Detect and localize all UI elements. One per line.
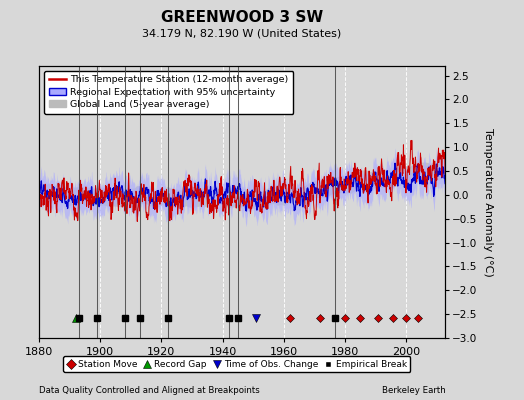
- Text: GREENWOOD 3 SW: GREENWOOD 3 SW: [161, 10, 323, 25]
- Text: Berkeley Earth: Berkeley Earth: [381, 386, 445, 395]
- Legend: This Temperature Station (12-month average), Regional Expectation with 95% uncer: This Temperature Station (12-month avera…: [44, 71, 293, 114]
- Text: Data Quality Controlled and Aligned at Breakpoints: Data Quality Controlled and Aligned at B…: [39, 386, 260, 395]
- Legend: Station Move, Record Gap, Time of Obs. Change, Empirical Break: Station Move, Record Gap, Time of Obs. C…: [63, 356, 410, 372]
- Y-axis label: Temperature Anomaly (°C): Temperature Anomaly (°C): [483, 128, 493, 276]
- Text: 34.179 N, 82.190 W (United States): 34.179 N, 82.190 W (United States): [143, 28, 342, 38]
